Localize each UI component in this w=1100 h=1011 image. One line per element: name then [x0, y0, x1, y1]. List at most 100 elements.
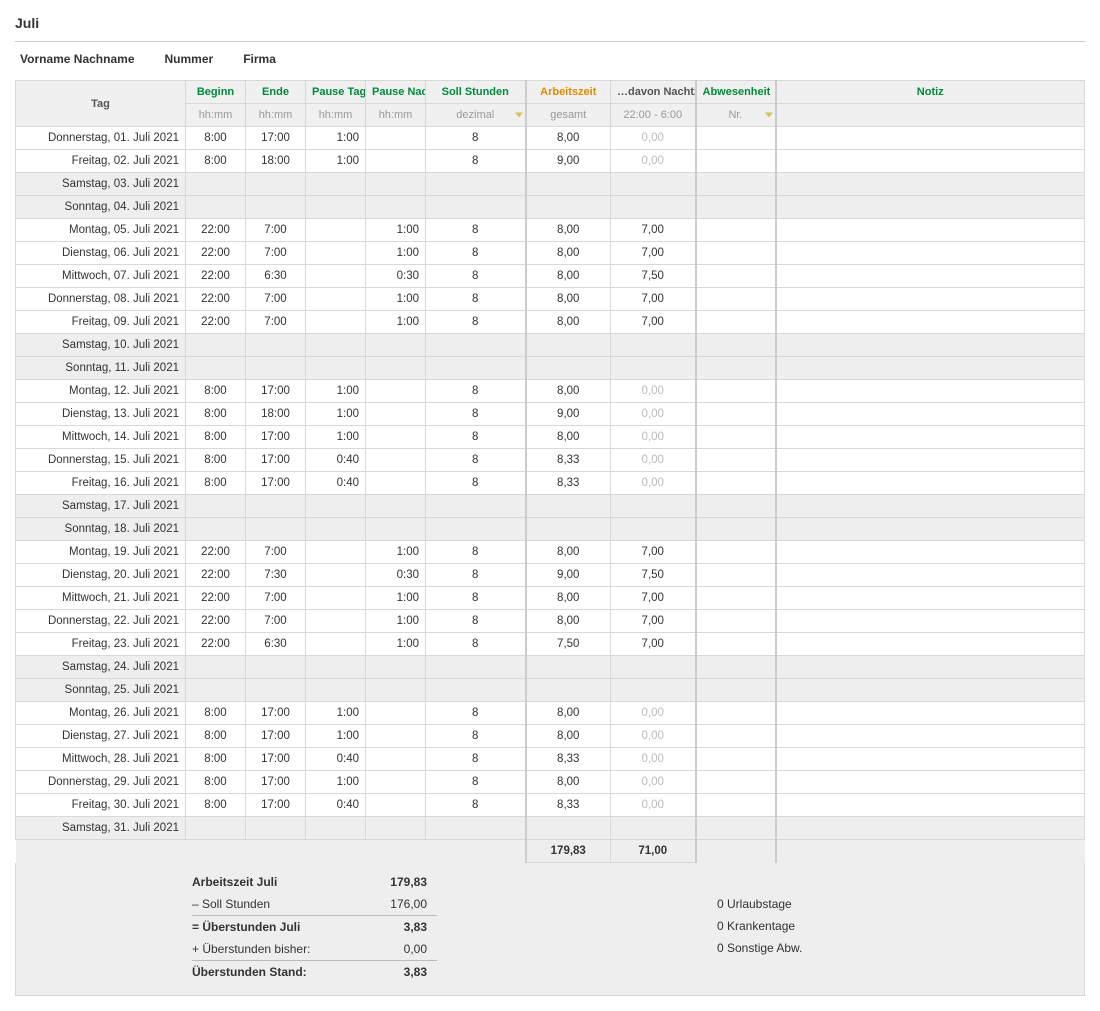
cell-abw [696, 472, 776, 495]
summary-right: 0 Urlaubstage 0 Krankentage 0 Sonstige A… [717, 871, 802, 983]
cell-soll: 8 [426, 403, 526, 426]
cell-beg: 22:00 [186, 311, 246, 334]
cell-abw [696, 702, 776, 725]
cell-soll: 8 [426, 288, 526, 311]
cell-abw [696, 449, 776, 472]
cell-soll: 8 [426, 725, 526, 748]
cell-soll: 8 [426, 564, 526, 587]
cell-nacht: 0,00 [611, 380, 696, 403]
sum-r3: 0 Sonstige Abw. [717, 937, 802, 959]
table-row: Montag, 26. Juli 20218:0017:001:0088,000… [16, 702, 1085, 725]
cell-ptag: 1:00 [306, 150, 366, 173]
cell-notiz [776, 656, 1085, 679]
cell-beg [186, 495, 246, 518]
info-row: Vorname Nachname Nummer Firma [15, 42, 1085, 80]
cell-pnacht: 1:00 [366, 311, 426, 334]
cell-abw [696, 541, 776, 564]
cell-notiz [776, 311, 1085, 334]
cell-soll: 8 [426, 748, 526, 771]
cell-end: 7:00 [246, 242, 306, 265]
table-row: Freitag, 30. Juli 20218:0017:000:4088,33… [16, 794, 1085, 817]
sum-v2: 176,00 [390, 897, 427, 911]
cell-soll: 8 [426, 150, 526, 173]
cell-notiz [776, 495, 1085, 518]
cell-tag: Sonntag, 18. Juli 2021 [16, 518, 186, 541]
cell-abw [696, 725, 776, 748]
cell-beg: 8:00 [186, 794, 246, 817]
cell-soll: 8 [426, 610, 526, 633]
name-label: Vorname Nachname [20, 52, 135, 66]
cell-notiz [776, 610, 1085, 633]
cell-nacht: 0,00 [611, 127, 696, 150]
cell-notiz [776, 334, 1085, 357]
cell-beg [186, 173, 246, 196]
cell-nacht: 0,00 [611, 472, 696, 495]
cell-arb: 8,00 [526, 288, 611, 311]
cell-end [246, 656, 306, 679]
cell-pnacht: 1:00 [366, 610, 426, 633]
cell-tag: Dienstag, 06. Juli 2021 [16, 242, 186, 265]
table-row: Mittwoch, 21. Juli 202122:007:001:0088,0… [16, 587, 1085, 610]
cell-pnacht [366, 495, 426, 518]
cell-notiz [776, 265, 1085, 288]
table-row: Sonntag, 11. Juli 2021 [16, 357, 1085, 380]
table-row: Mittwoch, 07. Juli 202122:006:300:3088,0… [16, 265, 1085, 288]
cell-tag: Samstag, 03. Juli 2021 [16, 173, 186, 196]
cell-nacht: 7,00 [611, 633, 696, 656]
table-row: Mittwoch, 14. Juli 20218:0017:001:0088,0… [16, 426, 1085, 449]
cell-pnacht [366, 794, 426, 817]
table-row: Mittwoch, 28. Juli 20218:0017:000:4088,3… [16, 748, 1085, 771]
sub-hhmm: hh:mm [306, 104, 366, 127]
cell-notiz [776, 472, 1085, 495]
cell-pnacht [366, 771, 426, 794]
cell-ptag [306, 265, 366, 288]
sum-r1: 0 Urlaubstage [717, 893, 802, 915]
cell-ptag [306, 288, 366, 311]
cell-notiz [776, 449, 1085, 472]
cell-soll [426, 817, 526, 840]
cell-tag: Dienstag, 20. Juli 2021 [16, 564, 186, 587]
sub-empty [776, 104, 1085, 127]
cell-soll: 8 [426, 219, 526, 242]
cell-arb: 8,00 [526, 702, 611, 725]
cell-end: 17:00 [246, 380, 306, 403]
cell-arb: 8,00 [526, 311, 611, 334]
cell-pnacht: 1:00 [366, 288, 426, 311]
cell-ptag [306, 656, 366, 679]
cell-tag: Donnerstag, 08. Juli 2021 [16, 288, 186, 311]
cell-beg: 22:00 [186, 219, 246, 242]
cell-beg: 22:00 [186, 288, 246, 311]
cell-ptag: 1:00 [306, 771, 366, 794]
cell-abw [696, 150, 776, 173]
cell-ptag [306, 587, 366, 610]
cell-ptag: 0:40 [306, 748, 366, 771]
cell-beg [186, 679, 246, 702]
cell-nacht: 7,00 [611, 288, 696, 311]
cell-beg: 22:00 [186, 564, 246, 587]
cell-notiz [776, 288, 1085, 311]
cell-beg: 8:00 [186, 472, 246, 495]
cell-tag: Freitag, 09. Juli 2021 [16, 311, 186, 334]
cell-nacht [611, 679, 696, 702]
cell-beg [186, 357, 246, 380]
cell-end: 17:00 [246, 748, 306, 771]
table-row: Freitag, 09. Juli 202122:007:001:0088,00… [16, 311, 1085, 334]
th-arbeit: Arbeitszeit [526, 81, 611, 104]
cell-nacht: 0,00 [611, 702, 696, 725]
cell-abw [696, 380, 776, 403]
cell-abw [696, 288, 776, 311]
cell-tag: Donnerstag, 29. Juli 2021 [16, 771, 186, 794]
table-row: Donnerstag, 29. Juli 20218:0017:001:0088… [16, 771, 1085, 794]
cell-notiz [776, 541, 1085, 564]
cell-tag: Sonntag, 04. Juli 2021 [16, 196, 186, 219]
cell-ptag [306, 495, 366, 518]
cell-nacht [611, 334, 696, 357]
cell-end: 17:00 [246, 449, 306, 472]
cell-ptag [306, 196, 366, 219]
cell-ptag: 1:00 [306, 725, 366, 748]
cell-arb [526, 173, 611, 196]
cell-nacht: 0,00 [611, 748, 696, 771]
cell-pnacht [366, 403, 426, 426]
cell-beg: 8:00 [186, 725, 246, 748]
cell-beg: 22:00 [186, 242, 246, 265]
